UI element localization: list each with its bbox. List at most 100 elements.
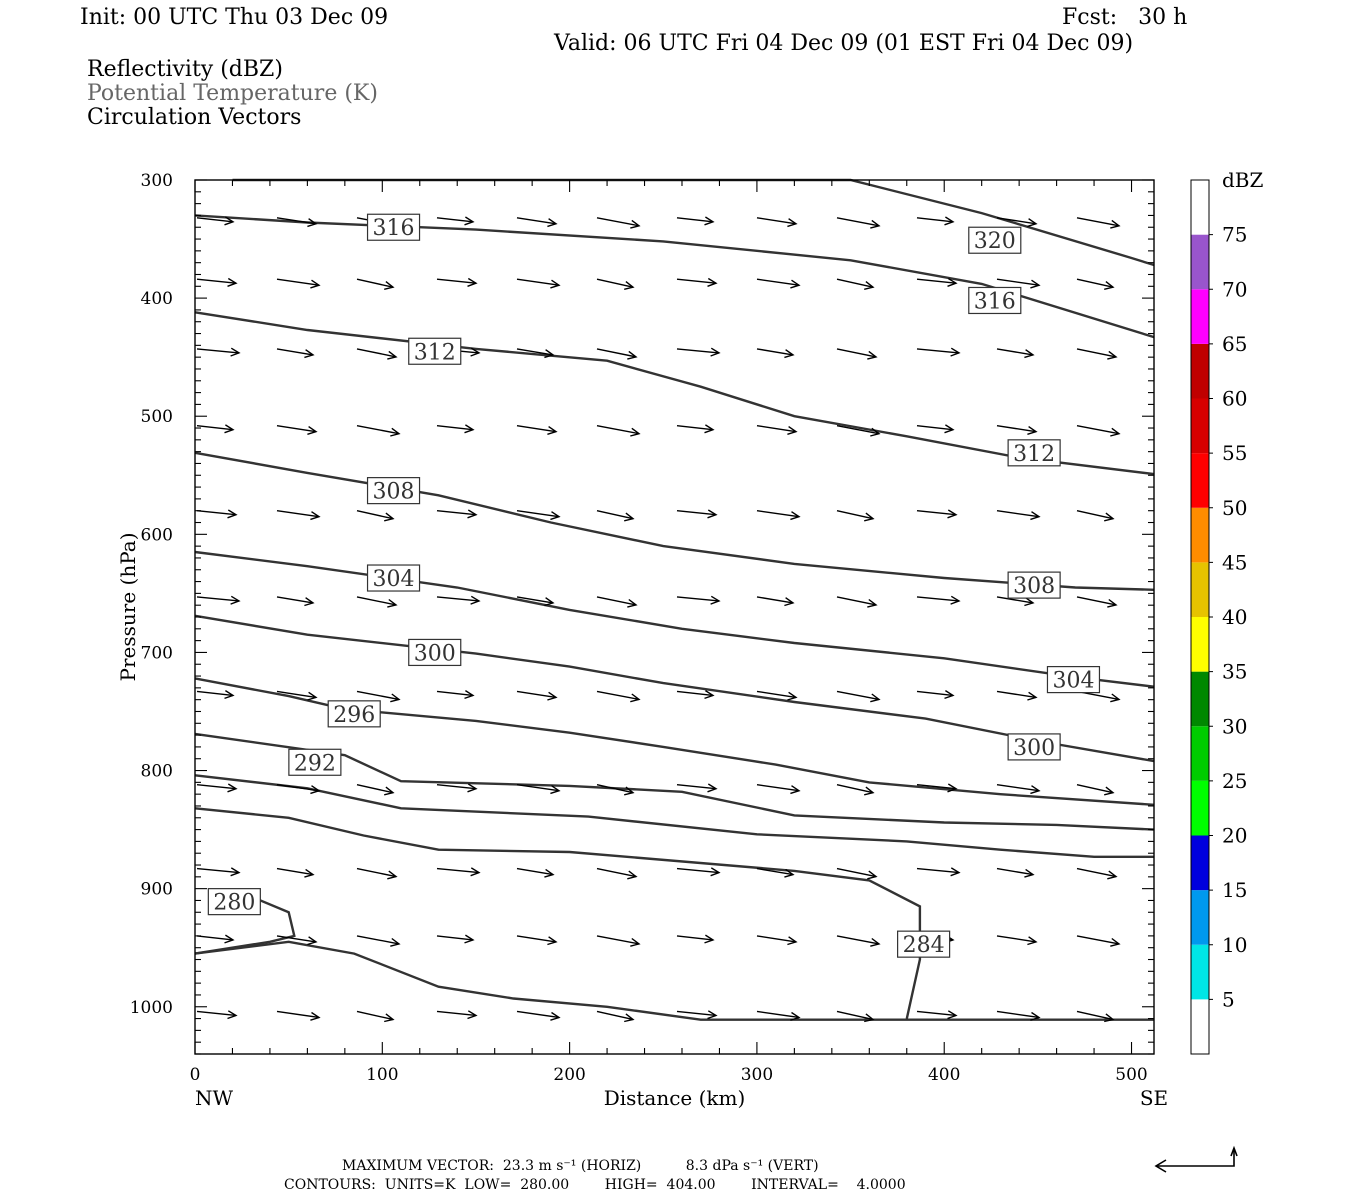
forecast-hour: Fcst: 30 h (1062, 5, 1188, 30)
circulation-vector (516, 867, 555, 878)
circulation-vector (356, 348, 398, 360)
circulation-vector (276, 596, 315, 607)
circulation-vector (196, 277, 238, 287)
circulation-vector (676, 509, 718, 519)
contours-note: CONTOURS: UNITS=K LOW= 280.00 HIGH= 404.… (284, 1177, 906, 1193)
y-tick-label: 1000 (130, 998, 173, 1018)
y-tick-label: 900 (141, 880, 173, 900)
circulation-vector (276, 348, 315, 359)
colorbar-segment (1191, 890, 1209, 945)
isentrope-line (194, 807, 922, 1019)
contour-label: 304 (366, 564, 421, 592)
circulation-vector (996, 596, 1035, 607)
colorbar-segment (1191, 234, 1209, 290)
circulation-vector (596, 784, 635, 796)
circulation-vector (756, 278, 801, 289)
contour-label: 312 (408, 337, 462, 365)
colorbar-label: 45 (1222, 550, 1247, 574)
circulation-vector (196, 424, 235, 434)
svg-text:316: 316 (373, 216, 415, 241)
contour-label: 296 (327, 700, 381, 728)
valid-time: Valid: 06 UTC Fri 04 Dec 09 (01 EST Fri … (554, 31, 1134, 56)
colorbar-label: 35 (1222, 660, 1247, 684)
circulation-vector (1076, 867, 1118, 880)
contour-label: 308 (366, 477, 421, 505)
x-tick-label: 200 (553, 1065, 585, 1085)
circulation-vector (756, 217, 798, 228)
circulation-vector (996, 510, 1041, 521)
svg-text:292: 292 (294, 751, 336, 776)
circulation-vector (516, 690, 558, 701)
colorbar-label: 10 (1222, 933, 1247, 957)
circulation-vector (196, 595, 241, 605)
circulation-vector (516, 596, 555, 607)
circulation-vector (436, 595, 481, 605)
circulation-vector (836, 278, 875, 290)
circulation-vector (436, 867, 481, 877)
circulation-vector (916, 509, 958, 519)
colorbar-segment (1191, 999, 1209, 1054)
circulation-vector (1076, 1010, 1115, 1023)
circulation-vector (756, 935, 798, 946)
colorbar-segment (1191, 726, 1209, 781)
circulation-vector (676, 424, 715, 434)
circulation-vector (836, 424, 881, 437)
circulation-vector (916, 783, 958, 793)
colorbar-segment (1191, 343, 1209, 399)
circulation-vector (756, 510, 801, 521)
colorbar-segment (1191, 671, 1209, 727)
colorbar-segment (1191, 944, 1209, 1000)
circulation-vector (836, 784, 875, 796)
colorbar-label: 20 (1222, 824, 1247, 848)
circulation-vector (676, 595, 721, 605)
colorbar-segment (1191, 289, 1209, 344)
circulation-vector (276, 784, 321, 795)
y-tick-label: 600 (141, 525, 173, 545)
y-tick-label: 700 (141, 643, 173, 663)
circulation-vector (836, 867, 878, 880)
contour-label: 304 (1046, 665, 1101, 694)
circulation-vector (436, 934, 475, 944)
circulation-vector (436, 424, 475, 434)
circulation-vector (516, 935, 558, 946)
max-vector-note: MAXIMUM VECTOR: 23.3 m s⁻¹ (HORIZ) 8.3 d… (342, 1158, 819, 1174)
circulation-vector (676, 867, 721, 877)
circulation-vector (196, 216, 235, 226)
circulation-vector (916, 595, 961, 605)
isentrope-line (194, 451, 1155, 591)
circulation-vector (516, 784, 561, 795)
circulation-vector (996, 424, 1038, 435)
circulation-vector (276, 867, 315, 878)
circulation-vector (196, 783, 238, 793)
init-time: Init: 00 UTC Thu 03 Dec 09 (80, 5, 389, 30)
circulation-vector (836, 1010, 875, 1023)
circulation-vector (836, 510, 875, 522)
circulation-vector (596, 510, 635, 522)
circulation-vector (676, 347, 721, 357)
contour-label: 312 (1007, 439, 1061, 467)
isentrope-line (194, 732, 1155, 831)
colorbar-label: 25 (1222, 769, 1247, 793)
circulation-vector (436, 690, 475, 700)
svg-text:296: 296 (333, 703, 375, 728)
contour-label: 308 (1007, 571, 1061, 599)
colorbar-label: 40 (1222, 605, 1247, 629)
circulation-vector (1076, 784, 1115, 796)
circulation-vector (516, 278, 561, 289)
contour-label: 284 (897, 930, 951, 958)
circulation-vector (676, 783, 718, 793)
svg-text:308: 308 (1013, 574, 1055, 599)
colorbar-segment (1191, 562, 1209, 617)
circulation-vector (356, 1010, 395, 1023)
circulation-vector (516, 1010, 561, 1021)
circulation-vector (276, 217, 318, 228)
contour-label: 316 (366, 213, 421, 241)
contour-label: 292 (288, 748, 342, 776)
colorbar-label: 55 (1222, 441, 1247, 465)
x-tick-label: 0 (190, 1065, 201, 1085)
reference-vector (1154, 1145, 1238, 1173)
circulation-vector (196, 1010, 238, 1020)
circulation-vector (276, 690, 318, 701)
svg-text:312: 312 (1013, 442, 1055, 467)
